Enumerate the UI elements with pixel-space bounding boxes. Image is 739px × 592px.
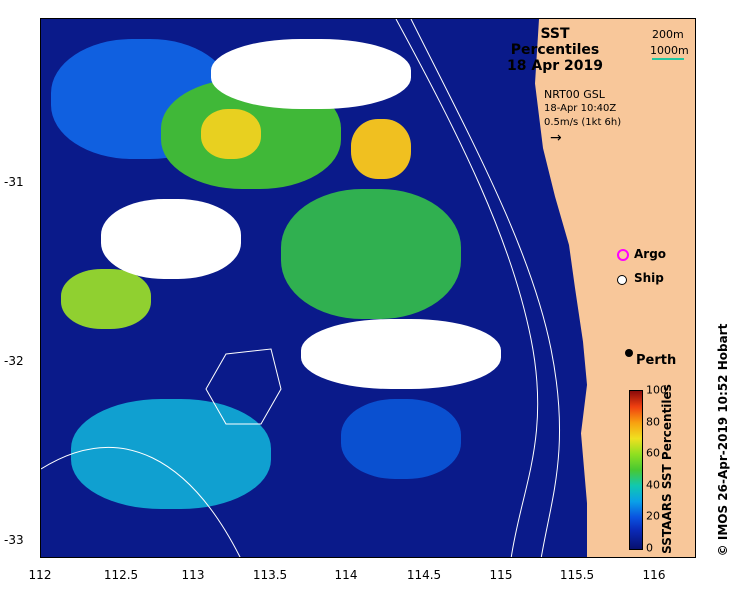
- map-title: SST Percentiles 18 Apr 2019: [500, 26, 610, 74]
- y-tick: -31: [4, 175, 24, 189]
- title-line-2: 18 Apr 2019: [507, 58, 603, 74]
- x-tick: 113: [181, 568, 205, 582]
- colorbar-tick: 80: [646, 415, 660, 429]
- x-tick: 112.5: [103, 568, 139, 582]
- x-tick: 115: [489, 568, 513, 582]
- colorbar-tick: 100: [646, 383, 667, 397]
- x-tick: 114: [334, 568, 358, 582]
- sst-patch: [101, 199, 241, 279]
- argo-label: Argo: [634, 247, 667, 261]
- x-tick: 115.5: [559, 568, 595, 582]
- bathymetry-contours: [41, 19, 561, 557]
- sst-patch: [351, 119, 411, 179]
- colorbar-tick: 0: [646, 541, 653, 555]
- arrow-icon: →: [550, 130, 562, 146]
- current-time: 18-Apr 10:40Z: [544, 103, 617, 114]
- colorbar-tick: 40: [646, 478, 660, 492]
- y-tick: -32: [4, 354, 24, 368]
- y-tick: -33: [4, 533, 24, 547]
- x-tick: 116: [642, 568, 666, 582]
- ship-marker-icon: [617, 275, 627, 285]
- sst-patch: [211, 39, 411, 109]
- contour-200-label: 200m: [652, 28, 684, 41]
- sst-patch: [281, 189, 461, 319]
- x-tick: 113.5: [252, 568, 288, 582]
- credit-text: © IMOS 26-Apr-2019 10:52 Hobart: [716, 323, 730, 557]
- colorbar: [629, 390, 643, 550]
- argo-marker-icon: [617, 249, 629, 261]
- contour-1000-label: 1000m: [650, 44, 689, 57]
- sst-patch: [201, 109, 261, 159]
- sst-map: [40, 18, 696, 558]
- colorbar-tick: 60: [646, 446, 660, 460]
- sst-patch: [71, 399, 271, 509]
- x-tick: 112: [28, 568, 52, 582]
- sst-patch: [341, 399, 461, 479]
- x-tick: 114.5: [406, 568, 442, 582]
- sst-patch: [301, 319, 501, 389]
- ship-label: Ship: [634, 271, 664, 285]
- colorbar-tick: 20: [646, 509, 660, 523]
- current-scale: 0.5m/s (1kt 6h): [544, 117, 622, 128]
- contour-1000-swatch: [652, 58, 684, 60]
- current-source: NRT00 GSL: [544, 88, 605, 101]
- title-line-1: SST Percentiles: [510, 26, 600, 58]
- sst-patch: [61, 269, 151, 329]
- colorbar-title: SSTAARS SST Percentiles: [660, 384, 674, 554]
- perth-label: Perth: [636, 353, 677, 368]
- perth-marker-icon: [625, 349, 633, 357]
